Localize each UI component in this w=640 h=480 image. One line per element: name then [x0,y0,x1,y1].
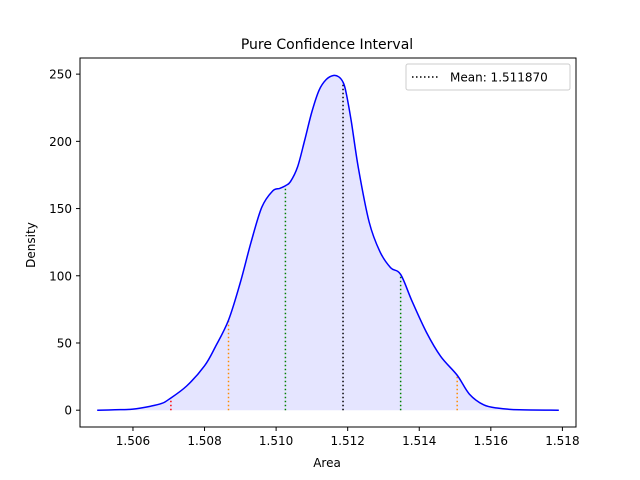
x-tick-label: 1.518 [545,434,579,448]
axes-frame [79,57,577,428]
y-tick-label: 0 [64,404,72,418]
density-fill [97,75,559,411]
x-tick-label: 1.510 [259,434,293,448]
legend-box [405,63,571,91]
y-tick-label: 250 [49,68,72,82]
y-tick-label: 100 [49,269,72,283]
legend: Mean: 1.511870 [405,63,571,91]
axis-ticks: 1.506 1.508 1.510 1.512 1.514 1.516 1.518 0 50 10… [49,57,580,448]
x-tick-label: 1.506 [116,434,150,448]
chart-title: Pure Confidence Interval [241,37,413,53]
density-curve [97,74,559,411]
plot-area [97,74,559,411]
x-axis-label: Area [313,456,341,470]
x-tick-label: 1.516 [474,434,508,448]
y-tick-label: 200 [49,135,72,149]
legend-mean-label: Mean: 1.511870 [450,71,548,85]
x-tick-label: 1.512 [331,434,365,448]
x-tick-label: 1.508 [187,434,221,448]
y-tick-label: 150 [49,202,72,216]
y-axis-label: Density [24,222,38,268]
x-tick-label: 1.514 [402,434,436,448]
y-tick-label: 50 [57,336,72,350]
